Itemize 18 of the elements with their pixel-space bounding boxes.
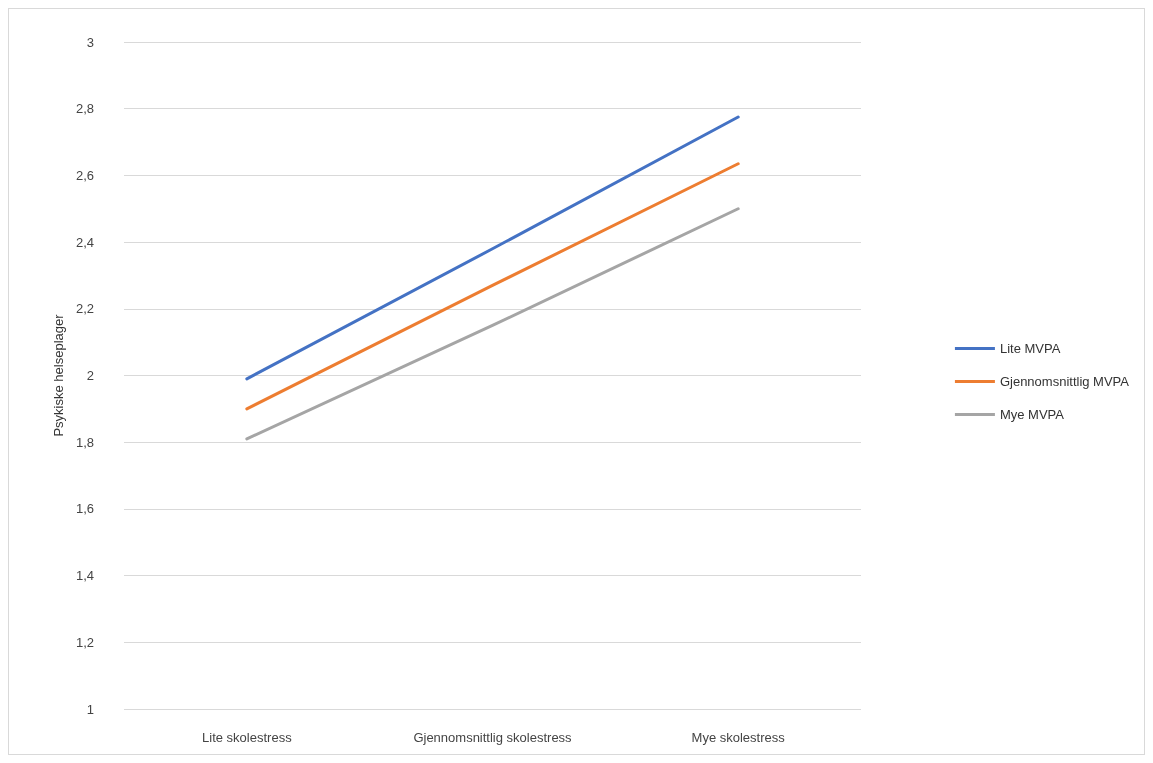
legend-label: Mye MVPA <box>999 407 1065 422</box>
y-tick-label: 1,2 <box>75 634 94 650</box>
x-tick-label: Lite skolestress <box>202 730 293 745</box>
y-tick-label: 1,6 <box>75 501 94 517</box>
y-tick-label: 1,8 <box>75 434 94 450</box>
y-tick-label: 2,4 <box>75 234 94 250</box>
x-tick-label: Gjennomsnittlig skolestress <box>413 730 573 745</box>
y-tick-label: 3 <box>86 34 94 50</box>
y-tick-label: 1 <box>86 701 94 717</box>
y-tick-label: 2,8 <box>75 101 94 117</box>
legend-label: Lite MVPA <box>999 341 1061 356</box>
y-tick-label: 2,6 <box>75 167 94 183</box>
y-tick-label: 1,4 <box>75 568 94 584</box>
y-axis-title: Psykiske helseplager <box>51 313 67 437</box>
x-tick-label: Mye skolestress <box>691 730 786 745</box>
legend-label: Gjennomsnittlig MVPA <box>999 374 1130 389</box>
y-tick-label: 2 <box>86 368 94 383</box>
y-tick-label: 2,2 <box>75 301 94 317</box>
